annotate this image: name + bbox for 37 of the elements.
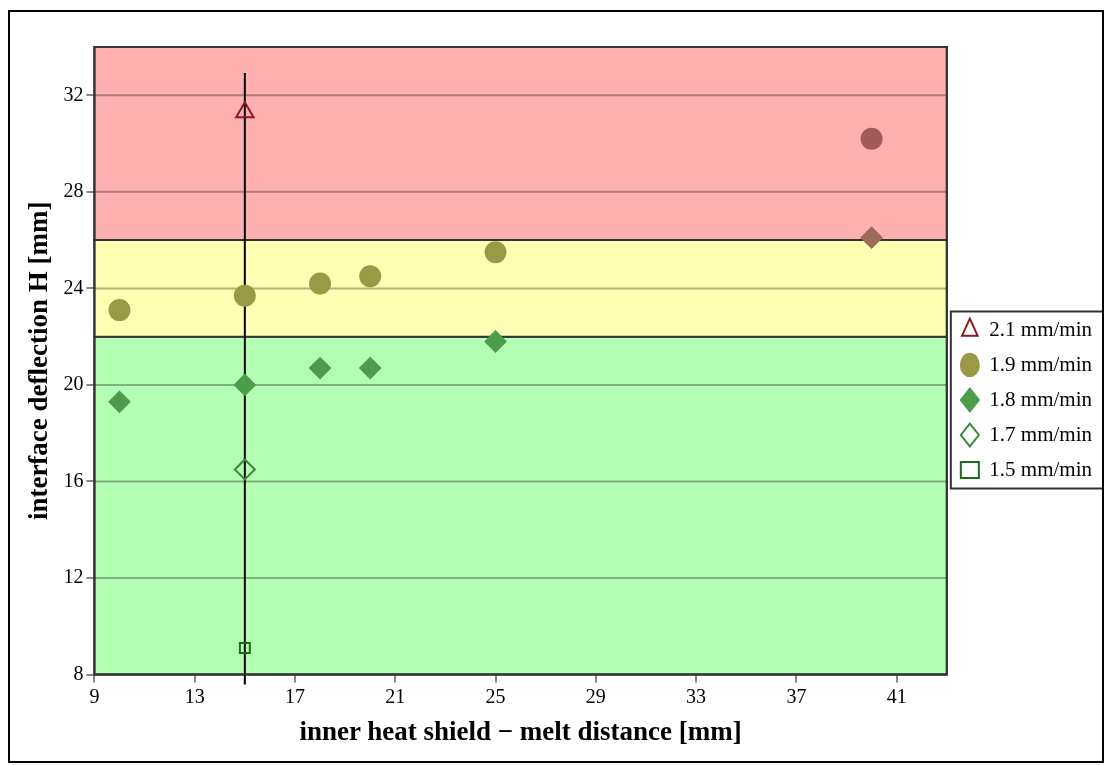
x-tick-label: 17: [284, 684, 305, 707]
y-tick-label: 24: [63, 275, 84, 298]
x-tick-label: 41: [886, 684, 907, 707]
point: [108, 299, 131, 322]
y-tick-label: 12: [63, 565, 84, 588]
legend-label: 1.9 mm/min: [989, 351, 1093, 376]
y-tick-label: 28: [63, 179, 84, 202]
legend-label: 1.7 mm/min: [989, 421, 1093, 446]
point: [860, 127, 883, 150]
x-tick-label: 9: [89, 684, 100, 707]
point: [233, 284, 256, 307]
y-tick-label: 20: [63, 372, 84, 395]
x-tick-label: 21: [385, 684, 406, 707]
y-tick-label: 8: [73, 661, 84, 684]
point: [108, 390, 131, 413]
y-tick-label: 16: [63, 468, 84, 491]
x-axis-title: inner heat shield − melt distance [mm]: [299, 715, 742, 746]
point: [484, 330, 507, 353]
point: [309, 272, 332, 295]
point: [484, 241, 507, 264]
point: [860, 226, 883, 249]
x-tick-label: 25: [485, 684, 506, 707]
x-tick-label: 37: [786, 684, 807, 707]
legend-label: 2.1 mm/min: [989, 316, 1093, 341]
legend-label: 1.8 mm/min: [989, 386, 1093, 411]
legend-label: 1.5 mm/min: [989, 456, 1093, 481]
point: [359, 265, 382, 288]
x-tick-label: 33: [686, 684, 707, 707]
point: [309, 357, 332, 380]
x-tick-label: 29: [585, 684, 606, 707]
point: [238, 642, 251, 654]
point: [233, 458, 256, 481]
point: [359, 357, 382, 380]
y-axis-title: interface deflection H [mm]: [23, 201, 54, 521]
y-tick-label: 32: [63, 82, 84, 105]
point: [233, 373, 256, 396]
x-tick-label: 13: [184, 684, 205, 707]
